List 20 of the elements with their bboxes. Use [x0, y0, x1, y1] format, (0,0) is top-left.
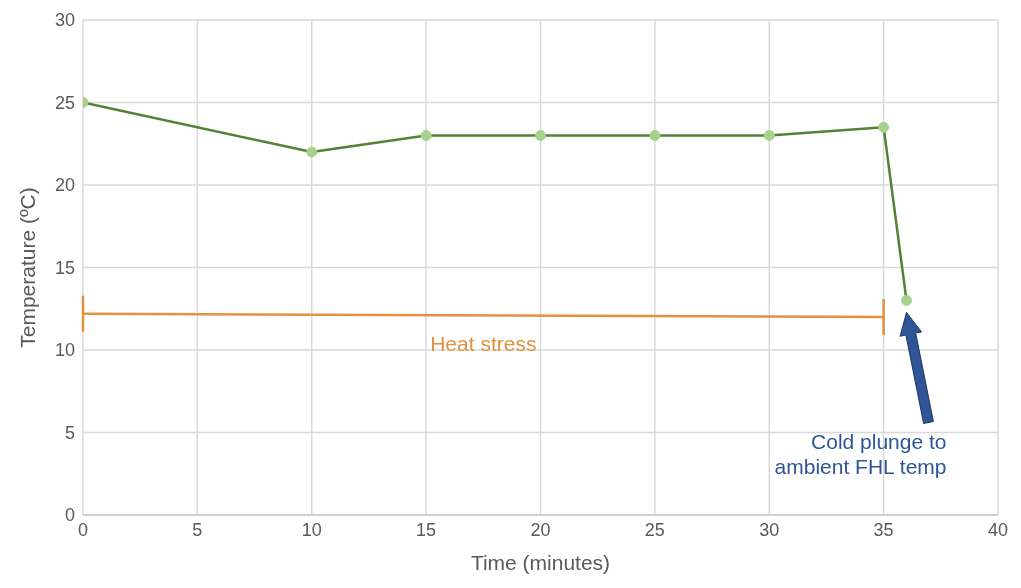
y-tick-label: 10: [54, 340, 75, 361]
x-tick-label: 0: [77, 519, 89, 540]
y-axis-title: Temperature (ºC): [16, 187, 40, 348]
x-tick-label: 15: [416, 519, 437, 540]
x-axis-title: Time (minutes): [470, 551, 611, 574]
y-tick-label: 0: [64, 505, 75, 526]
x-tick-label: 10: [301, 519, 322, 540]
y-tick-label: 5: [64, 422, 75, 443]
y-tick-label: 30: [54, 10, 75, 31]
x-tick-label: 20: [530, 519, 551, 540]
annotation: Cold plunge to ambient FHL temp: [773, 428, 947, 479]
x-tick-label: 40: [987, 519, 1009, 540]
y-tick-label: 15: [54, 257, 75, 278]
x-tick-label: 25: [644, 519, 665, 540]
x-tick-label: 5: [192, 519, 203, 540]
y-tick-label: 20: [54, 175, 75, 196]
x-tick-label: 35: [873, 519, 894, 540]
series-label: Heat stress: [430, 332, 537, 356]
y-tick-label: 25: [54, 92, 75, 113]
x-tick-label: 30: [759, 519, 780, 540]
